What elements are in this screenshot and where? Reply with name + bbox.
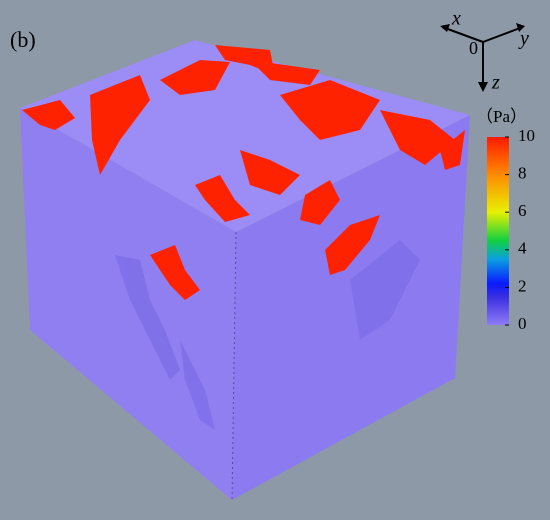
colorbar-unit: （Pa） — [476, 107, 527, 126]
cube-right — [232, 115, 470, 500]
colorbar — [487, 137, 509, 325]
colorbar-tick-label: 0 — [518, 314, 527, 333]
cube-left — [20, 108, 236, 500]
panel-label: (b) — [10, 27, 36, 52]
axis-z: z — [491, 72, 500, 94]
colorbar-tick-label: 2 — [518, 276, 527, 295]
axis-y: y — [518, 28, 529, 50]
axis-x: x — [451, 8, 461, 30]
shadows — [115, 240, 420, 430]
colorbar-tick-label: 6 — [518, 201, 527, 220]
colorbar-ticks: 0 2 4 6 8 10 — [505, 126, 535, 333]
axis-arrows — [440, 23, 525, 92]
colorbar-tick-label: 4 — [518, 239, 527, 258]
colorbar-tick-label: 10 — [518, 126, 535, 145]
stress-regions — [22, 45, 465, 300]
axis-origin: 0 — [469, 38, 478, 58]
colorbar-tick-label: 8 — [518, 164, 527, 183]
axes-icon — [444, 27, 521, 85]
